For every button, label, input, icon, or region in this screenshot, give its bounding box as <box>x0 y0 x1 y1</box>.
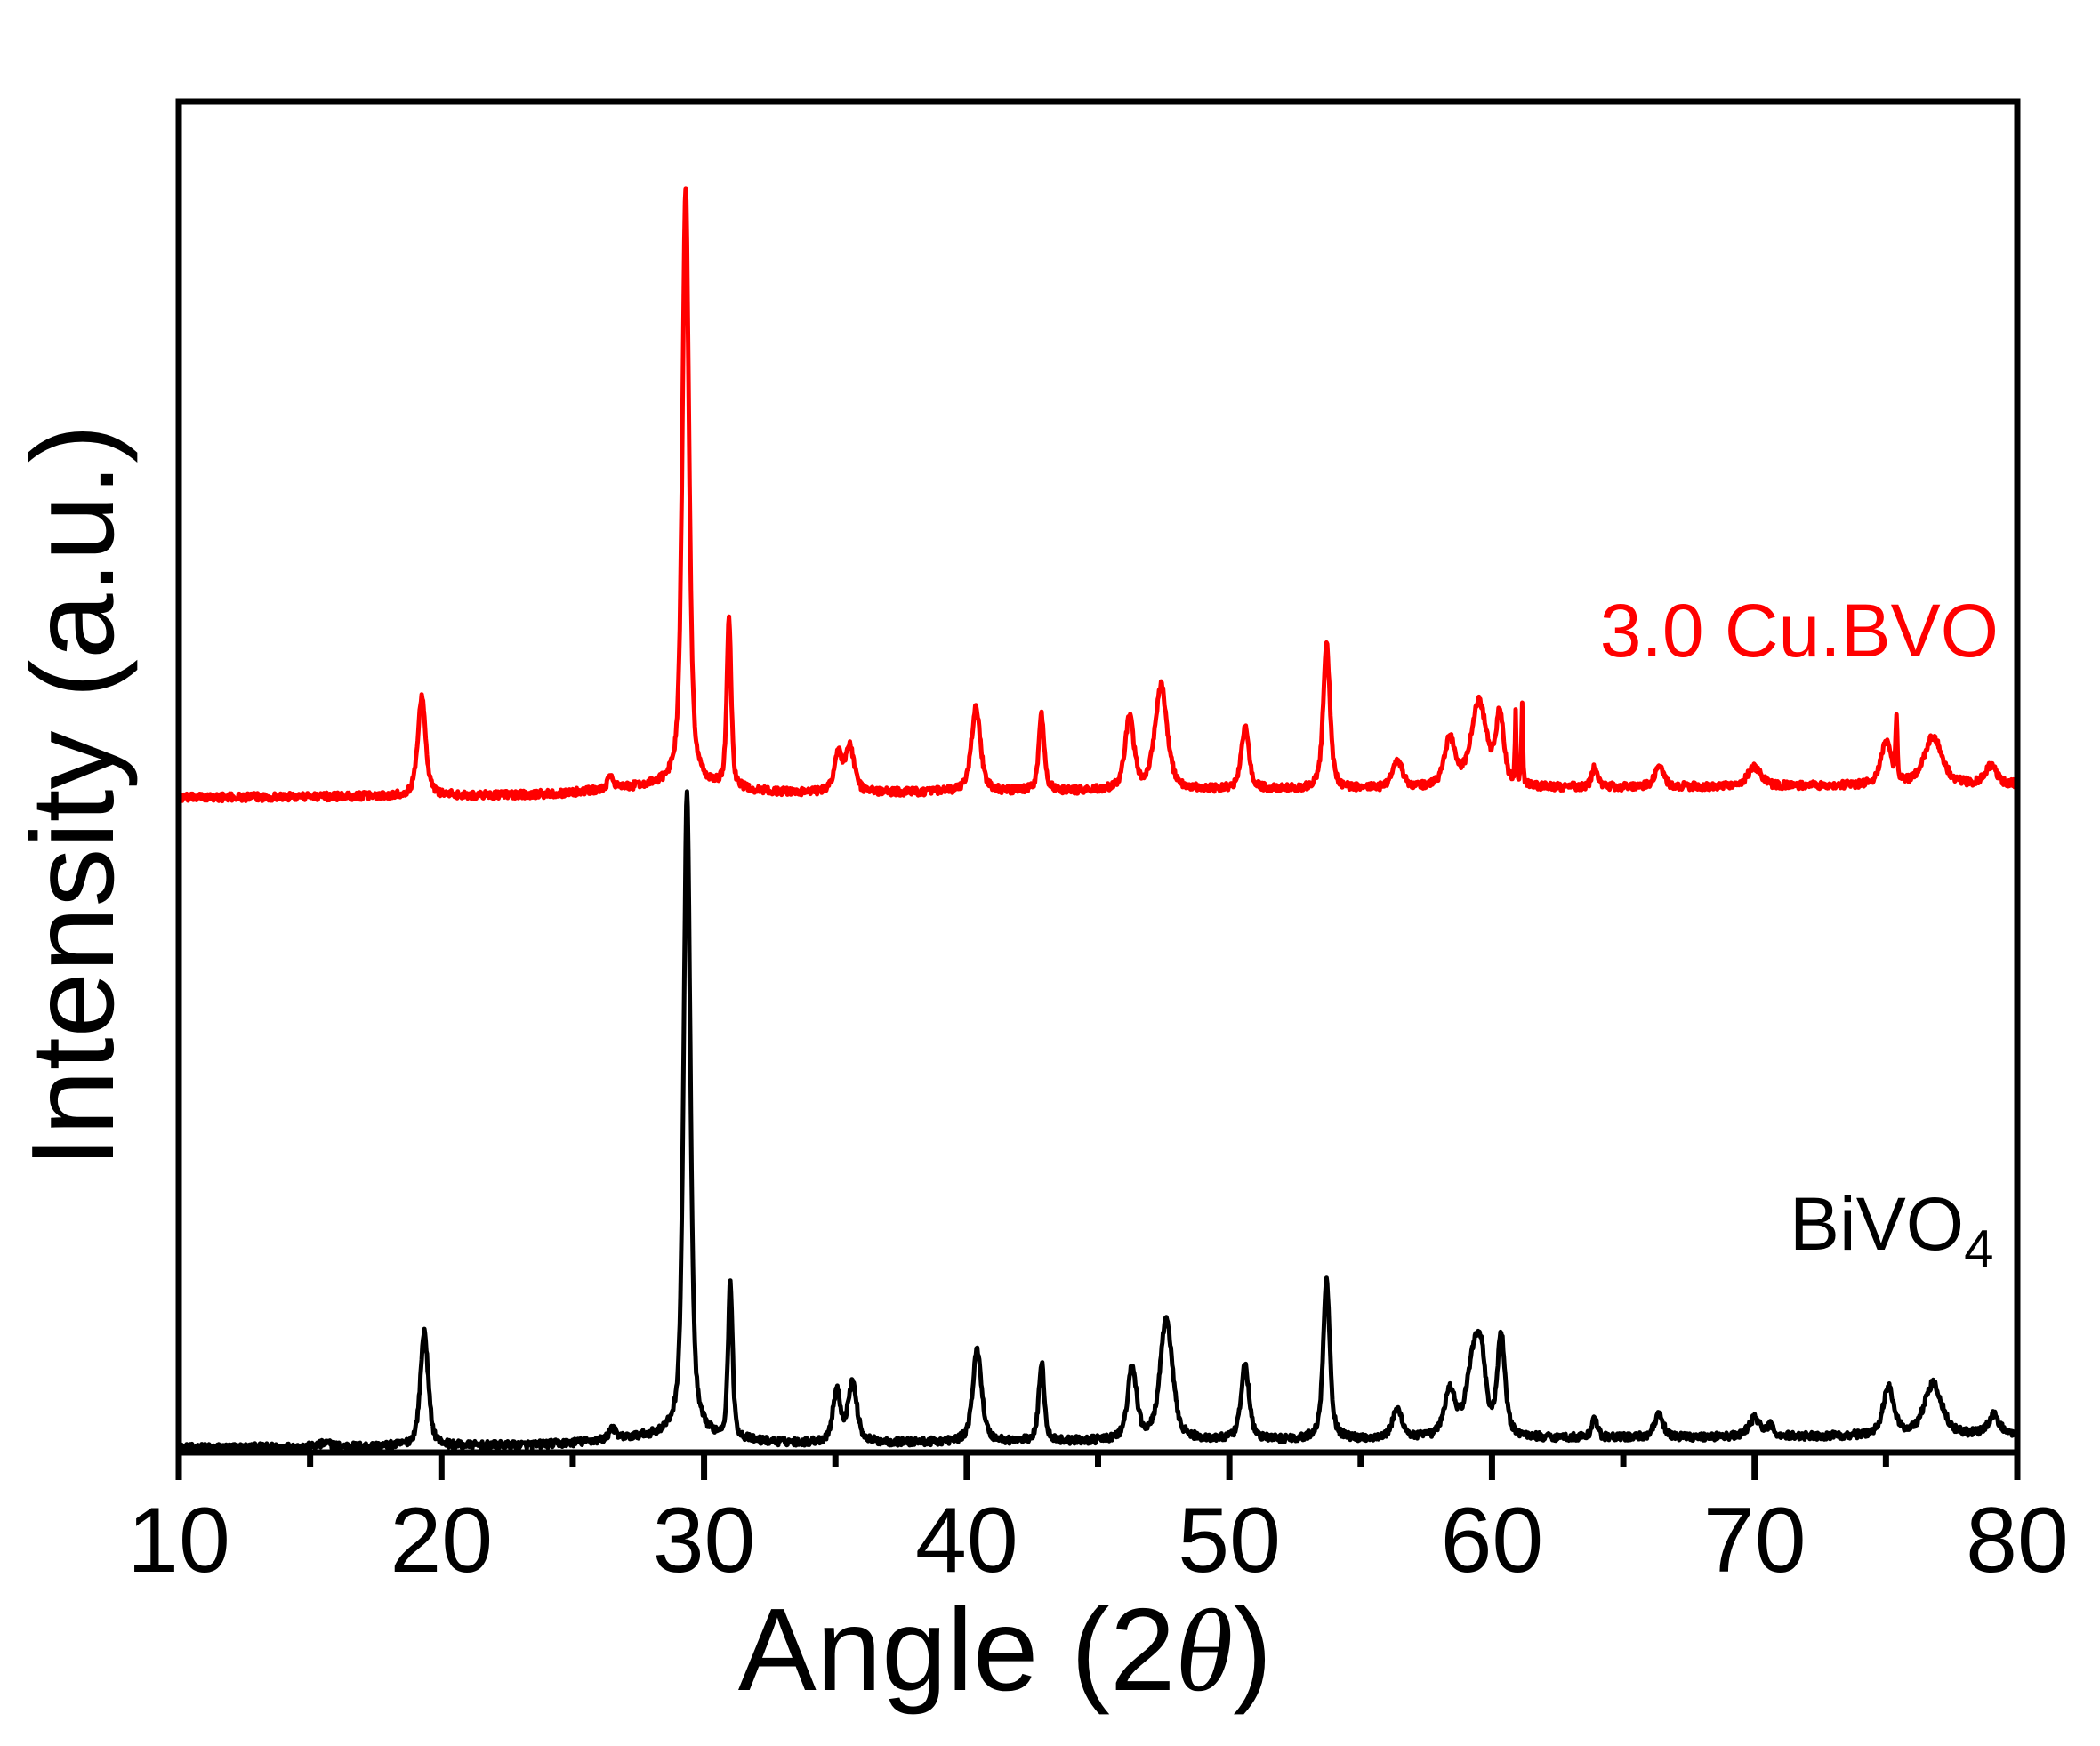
x-tick-label: 70 <box>1703 1489 1806 1592</box>
x-tick-label: 50 <box>1178 1489 1281 1592</box>
series-line-cu-bvo <box>176 186 2019 804</box>
series-label-cu-bvo: 3.0 Cu.BVO <box>1600 589 1999 672</box>
plot-frame <box>175 98 2021 1456</box>
x-axis-tick-labels: 10 20 30 40 50 60 70 80 <box>127 1489 2069 1592</box>
x-tick-label: 80 <box>1966 1489 2069 1592</box>
x-axis-title: Angle (2θ) <box>738 1584 1272 1716</box>
x-tick-label: 10 <box>127 1489 230 1592</box>
series-layer <box>176 186 2020 1454</box>
x-axis-ticks <box>175 1452 2021 1480</box>
series-line-bivo4 <box>177 789 2020 1454</box>
x-tick-label: 20 <box>390 1489 493 1592</box>
series-label-bivo4: BiVO4 <box>1790 1182 1993 1279</box>
y-axis-title: Intensity (a.u.) <box>7 424 138 1168</box>
x-tick-label: 60 <box>1441 1489 1544 1592</box>
theta-symbol: θ <box>1175 1585 1233 1716</box>
x-tick-label: 40 <box>915 1489 1018 1592</box>
x-tick-label: 30 <box>653 1489 756 1592</box>
subscript-4: 4 <box>1964 1219 1993 1279</box>
